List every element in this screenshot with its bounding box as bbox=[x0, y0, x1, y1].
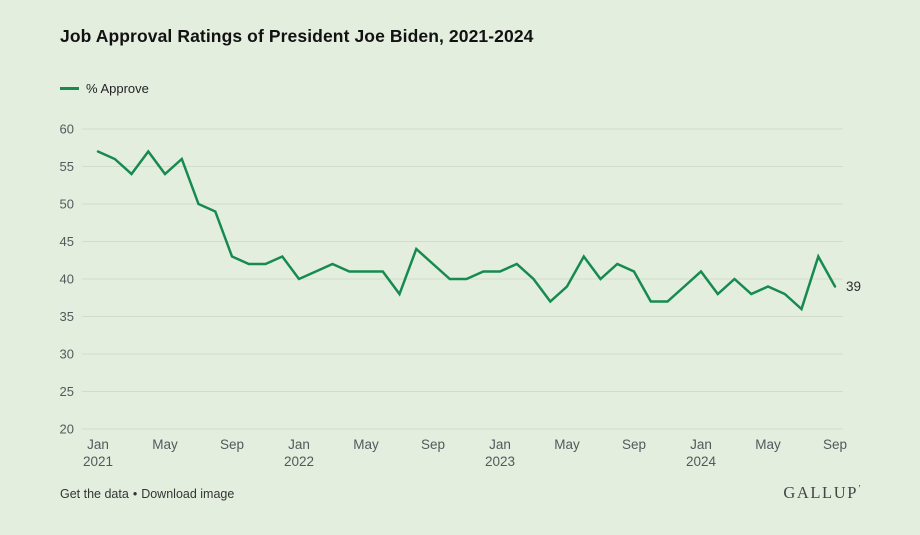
y-tick-label-55: 55 bbox=[60, 159, 74, 174]
x-tick-label-year: 2023 bbox=[485, 454, 515, 469]
x-tick-label-month: Sep bbox=[622, 437, 646, 452]
gallup-logo-trademark-icon: ’ bbox=[858, 483, 861, 494]
y-tick-label-40: 40 bbox=[60, 272, 74, 287]
y-tick-label-50: 50 bbox=[60, 197, 74, 212]
x-tick-label-month: Sep bbox=[220, 437, 244, 452]
x-tick-label-month: May bbox=[152, 437, 178, 452]
x-tick-label-year: 2022 bbox=[284, 454, 314, 469]
x-tick-label-month: Jan bbox=[489, 437, 511, 452]
y-tick-label-25: 25 bbox=[60, 384, 74, 399]
latest-value-label: 39 bbox=[846, 279, 861, 294]
x-tick-label-month: Jan bbox=[87, 437, 109, 452]
x-tick-label-year: 2021 bbox=[83, 454, 113, 469]
download-image-link[interactable]: Download image bbox=[141, 487, 235, 501]
x-tick-label-year: 2024 bbox=[686, 454, 717, 469]
legend: % Approve bbox=[60, 81, 149, 96]
x-tick-label-month: Sep bbox=[823, 437, 847, 452]
y-tick-label-35: 35 bbox=[60, 309, 74, 324]
legend-line-swatch-icon bbox=[60, 87, 79, 90]
approval-trend-line[interactable] bbox=[96, 149, 837, 312]
x-tick-label-month: May bbox=[353, 437, 379, 452]
gallup-logo-text: GALLUP bbox=[783, 483, 858, 502]
y-tick-label-45: 45 bbox=[60, 234, 74, 249]
x-tick-label-month: Jan bbox=[690, 437, 712, 452]
x-tick-label-month: Sep bbox=[421, 437, 445, 452]
y-tick-label-60: 60 bbox=[60, 122, 74, 137]
x-tick-label-month: May bbox=[755, 437, 781, 452]
legend-label: % Approve bbox=[86, 81, 149, 96]
get-the-data-link[interactable]: Get the data bbox=[60, 487, 129, 501]
gallup-logo[interactable]: GALLUP’ bbox=[783, 483, 861, 503]
x-tick-label-month: Jan bbox=[288, 437, 310, 452]
footer-separator: • bbox=[132, 487, 138, 501]
y-tick-label-20: 20 bbox=[60, 422, 74, 437]
page-title: Job Approval Ratings of President Joe Bi… bbox=[60, 26, 534, 46]
y-tick-label-30: 30 bbox=[60, 347, 74, 362]
footer-links: Get the data • Download image bbox=[60, 487, 234, 501]
x-tick-label-month: May bbox=[554, 437, 580, 452]
